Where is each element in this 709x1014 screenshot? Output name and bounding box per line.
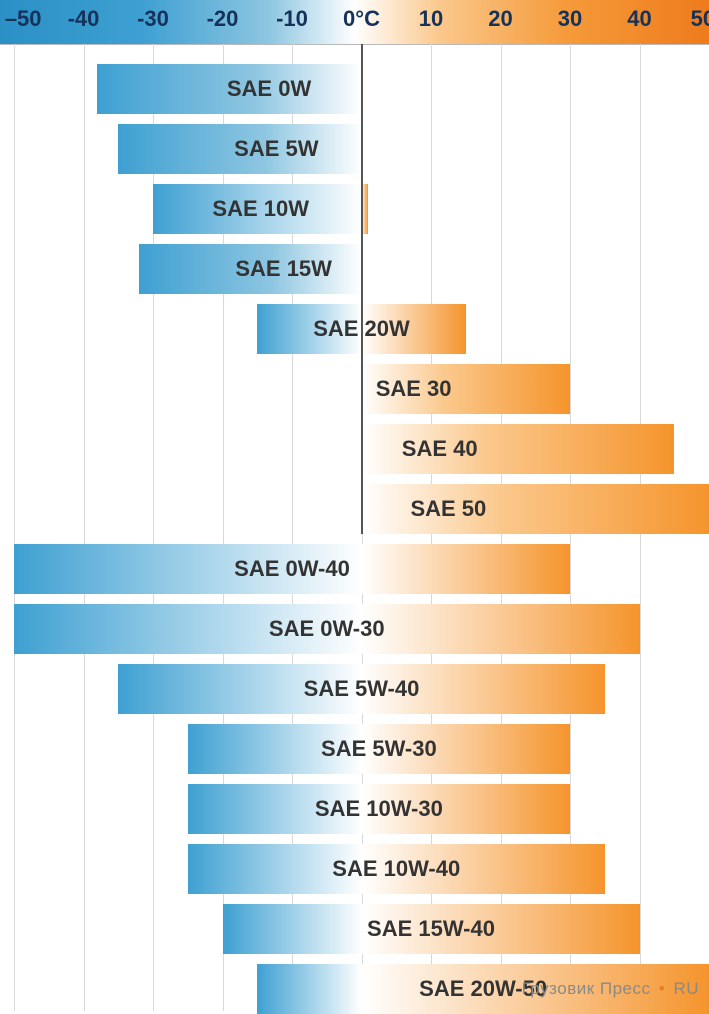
zero-axis-segment — [361, 474, 363, 534]
axis-tick-label: 40 — [627, 6, 651, 32]
bar-label: SAE 5W-40 — [304, 676, 420, 702]
zero-axis-segment — [361, 234, 363, 294]
bar-label: SAE 10W — [212, 196, 309, 222]
bar-row: SAE 10W-40 — [188, 844, 605, 894]
bar-label: SAE 10W-30 — [315, 796, 443, 822]
axis-tick-label: -20 — [207, 6, 239, 32]
bar-row: SAE 10W-30 — [188, 784, 570, 834]
bar-label: SAE 15W-40 — [367, 916, 495, 942]
axis-tick-label: -40 — [68, 6, 100, 32]
bar-label: SAE 50 — [410, 496, 486, 522]
axis-tick-label: –50 — [5, 6, 42, 32]
bar-row: SAE 30 — [362, 364, 571, 414]
gridline — [84, 44, 85, 1011]
bar-row: SAE 15W — [139, 244, 361, 294]
bar-row: SAE 0W — [97, 64, 361, 114]
bar-label: SAE 15W — [235, 256, 332, 282]
bar-row: SAE 15W-40 — [223, 904, 640, 954]
zero-axis-segment — [361, 44, 363, 114]
plot-area: SAE 0WSAE 5WSAE 10WSAE 15WSAE 20WSAE 30S… — [14, 44, 709, 1011]
axis-tick-label: -30 — [137, 6, 169, 32]
zero-axis-segment — [361, 174, 363, 234]
axis-tick-label: 10 — [419, 6, 443, 32]
bar-row: SAE 10W — [153, 184, 368, 234]
axis-tick-label: 0°C — [343, 6, 380, 32]
gridline — [14, 44, 15, 1011]
axis-tick-label: 20 — [488, 6, 512, 32]
watermark-suffix: RU — [673, 979, 699, 998]
sae-viscosity-chart: –50 -40 -30 -20 -10 0°C 10 20 30 40 50 SAE 0W SAE 5… — [0, 0, 709, 1011]
bar-label: SAE 5W-30 — [321, 736, 437, 762]
zero-axis-segment — [361, 294, 363, 354]
bar-row: SAE 0W-40 — [14, 544, 570, 594]
zero-axis-segment — [361, 354, 363, 414]
bar-label: SAE 0W — [227, 76, 311, 102]
bar-label: SAE 40 — [402, 436, 478, 462]
bar-row: SAE 5W-30 — [188, 724, 570, 774]
axis-tick-label: 30 — [558, 6, 582, 32]
bar-label: SAE 30 — [376, 376, 452, 402]
axis-tick-label: -10 — [276, 6, 308, 32]
zero-axis-segment — [361, 414, 363, 474]
bar-row: SAE 5W-40 — [118, 664, 605, 714]
bar-label: SAE 10W-40 — [332, 856, 460, 882]
bar-row: SAE 40 — [362, 424, 675, 474]
bar-label: SAE 5W — [234, 136, 318, 162]
bar-row: SAE 50 — [362, 484, 709, 534]
bar-row: SAE 0W-30 — [14, 604, 640, 654]
watermark-main: Грузовик Пресс — [522, 979, 651, 998]
bar-label: SAE 0W-30 — [269, 616, 385, 642]
bar-label: SAE 0W-40 — [234, 556, 350, 582]
watermark: Грузовик Пресс • RU — [522, 979, 699, 999]
axis-tick-label: 50 — [691, 6, 709, 32]
watermark-dot-icon: • — [656, 979, 668, 998]
bar-row: SAE 5W — [118, 124, 361, 174]
zero-axis-segment — [361, 114, 363, 174]
